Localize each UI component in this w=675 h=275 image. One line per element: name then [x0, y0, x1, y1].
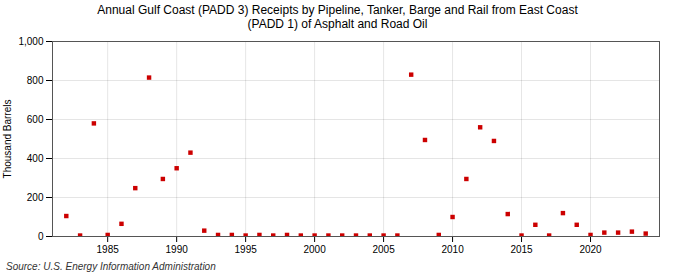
svg-text:1,000: 1,000 — [18, 36, 43, 47]
svg-text:Thousand Barrels: Thousand Barrels — [2, 100, 13, 179]
svg-text:0: 0 — [38, 231, 44, 242]
svg-text:2005: 2005 — [372, 244, 395, 255]
svg-text:1990: 1990 — [166, 244, 189, 255]
svg-text:600: 600 — [27, 114, 44, 125]
svg-text:2015: 2015 — [510, 244, 533, 255]
svg-text:400: 400 — [27, 153, 44, 164]
svg-text:2000: 2000 — [303, 244, 326, 255]
svg-text:1985: 1985 — [97, 244, 120, 255]
svg-text:200: 200 — [27, 192, 44, 203]
svg-text:2010: 2010 — [441, 244, 464, 255]
html-text:Source: U.S. Energy Informatio: Source: U.S. Energy Information Administ… — [6, 261, 216, 272]
svg-text:800: 800 — [27, 75, 44, 86]
svg-text:1995: 1995 — [235, 244, 258, 255]
html-text:Annual Gulf Coast (PADD 3) Rec: Annual Gulf Coast (PADD 3) Receipts by P… — [97, 3, 578, 31]
svg-text:2020: 2020 — [579, 244, 602, 255]
